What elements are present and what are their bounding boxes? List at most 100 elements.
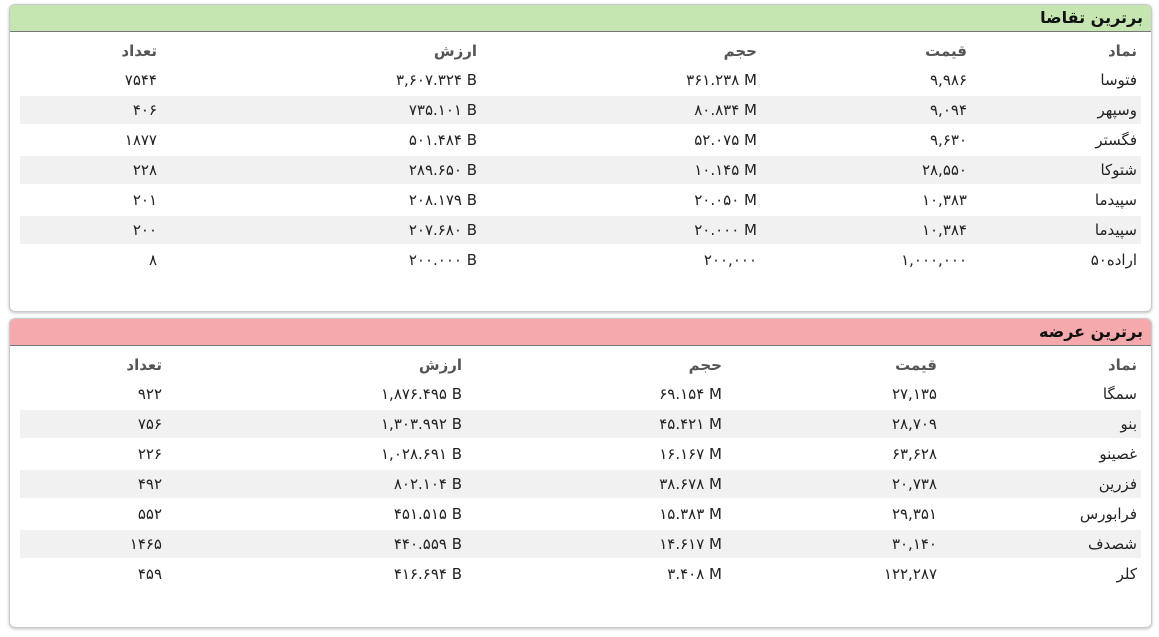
table-cell: فتوسا: [971, 66, 1141, 94]
table-cell: ۱۲۲,۲۸۷: [726, 560, 941, 588]
table-cell: سپیدما: [971, 216, 1141, 244]
cell-value: ۱,۸۷۶.۴۹۵ B: [381, 385, 462, 403]
table-cell: ۲۰۱: [20, 186, 161, 214]
symbol: فتوسا: [1100, 71, 1137, 89]
cell-value: ۴۹۲: [137, 475, 162, 493]
table-cell: ۴۴۰.۵۵۹ B: [166, 530, 466, 558]
table-row: فگستر ۹,۶۳۰ ۵۲.۰۷۵ M ۵۰۱.۴۸۴ B ۱۸۷۷: [20, 126, 1141, 154]
symbol: شصدف: [1088, 535, 1137, 553]
table-cell: ۴۵۱.۵۱۵ B: [166, 500, 466, 528]
table-cell: ۲۰۰,۰۰۰: [481, 246, 761, 274]
table-cell: اراده۵۰: [971, 246, 1141, 274]
table-cell: ۵۲.۰۷۵ M: [481, 126, 761, 154]
cell-value: ۶۹.۱۵۴ M: [659, 385, 722, 403]
table-cell: ۲۸,۵۵۰: [761, 156, 971, 184]
symbol: فگستر: [1095, 131, 1137, 149]
cell-value: ۶۳,۶۲۸: [891, 445, 937, 463]
symbol: سپیدما: [1094, 221, 1137, 239]
table-cell: ۲۰۷.۶۸۰ B: [161, 216, 481, 244]
symbol: فرابورس: [1079, 505, 1137, 523]
cell-value: ۳.۴۰۸ M: [667, 565, 722, 583]
cell-value: ۲۰۰,۰۰۰: [703, 251, 757, 269]
table-header: نماد قیمت حجم ارزش تعداد: [20, 352, 1141, 378]
panel-title: برترین عرضه: [10, 319, 1151, 346]
table-cell: ۸۰۲.۱۰۴ B: [166, 470, 466, 498]
cell-value: ۲۰۷.۶۸۰ B: [408, 221, 477, 239]
cell-value: ۵۲.۰۷۵ M: [694, 131, 757, 149]
cell-value: ۴۵۱.۵۱۵ B: [393, 505, 462, 523]
symbol: کلر: [1116, 565, 1137, 583]
table-cell: ۳۰,۱۴۰: [726, 530, 941, 558]
symbol: سمگا: [1102, 385, 1137, 403]
cell-value: ۴۵.۴۲۱ M: [659, 415, 722, 433]
symbol: سپیدما: [1094, 191, 1137, 209]
table-row: سمگا ۲۷,۱۳۵ ۶۹.۱۵۴ M ۱,۸۷۶.۴۹۵ B ۹۲۲: [20, 380, 1141, 408]
table-cell: ۲۲۸: [20, 156, 161, 184]
table-cell: ۳۸.۶۷۸ M: [466, 470, 726, 498]
column-header: نماد: [1107, 356, 1137, 374]
cell-value: ۱۴۶۵: [129, 535, 162, 553]
cell-value: ۳۸.۶۷۸ M: [659, 475, 722, 493]
cell-value: ۳۰,۱۴۰: [891, 535, 937, 553]
table-cell: ۹۲۲: [20, 380, 166, 408]
table-cell: ۱,۰۲۸.۶۹۱ B: [166, 440, 466, 468]
column-header: ارزش: [418, 356, 462, 374]
table-body: فتوسا ۹,۹۸۶ ۳۶۱.۲۳۸ M ۳,۶۰۷.۳۲۴ B ۷۵۴۴ وسپهر ۹…: [20, 66, 1141, 274]
table-cell: شتوکا: [971, 156, 1141, 184]
table-cell: ۷۵۶: [20, 410, 166, 438]
table-row: بنو ۲۸,۷۰۹ ۴۵.۴۲۱ M ۱,۳۰۳.۹۹۲ B ۷۵۶: [20, 410, 1141, 438]
cell-value: ۵۵۲: [137, 505, 162, 523]
table-row: وسپهر ۹,۰۹۴ ۸۰.۸۳۴ M ۷۳۵.۱۰۱ B ۴۰۶: [20, 96, 1141, 124]
table-row: فتوسا ۹,۹۸۶ ۳۶۱.۲۳۸ M ۳,۶۰۷.۳۲۴ B ۷۵۴۴: [20, 66, 1141, 94]
cell-value: ۲۸۹.۶۵۰ B: [408, 161, 477, 179]
table-cell: فرابورس: [941, 500, 1141, 528]
cell-value: ۲۷,۱۳۵: [891, 385, 937, 403]
cell-value: ۱۶.۱۶۷ M: [659, 445, 722, 463]
cell-value: ۲۸,۷۰۹: [891, 415, 937, 433]
column-header: قیمت: [895, 356, 937, 374]
cell-value: ۴۰۶: [132, 101, 157, 119]
column-header: حجم: [688, 356, 722, 374]
table-cell: ۵۰۱.۴۸۴ B: [161, 126, 481, 154]
table-cell: ۲۲۶: [20, 440, 166, 468]
table-cell: سپیدما: [971, 186, 1141, 214]
table-cell: ۳,۶۰۷.۳۲۴ B: [161, 66, 481, 94]
table-row: شصدف ۳۰,۱۴۰ ۱۴.۶۱۷ M ۴۴۰.۵۵۹ B ۱۴۶۵: [20, 530, 1141, 558]
table-cell: ۷۳۵.۱۰۱ B: [161, 96, 481, 124]
cell-value: ۱۵.۳۸۳ M: [659, 505, 722, 523]
table-cell: ۲۸۹.۶۵۰ B: [161, 156, 481, 184]
table-cell: وسپهر: [971, 96, 1141, 124]
table-cell: ۲۰۰.۰۰۰ B: [161, 246, 481, 274]
table-cell: ۸: [20, 246, 161, 274]
column-header: ارزش: [433, 42, 477, 60]
table-body: سمگا ۲۷,۱۳۵ ۶۹.۱۵۴ M ۱,۸۷۶.۴۹۵ B ۹۲۲ بنو ۲۸,۷۰…: [20, 380, 1141, 588]
table-cell: ۴۹۲: [20, 470, 166, 498]
table-cell: ۱,۸۷۶.۴۹۵ B: [166, 380, 466, 408]
symbol: فزرین: [1098, 475, 1137, 493]
cell-value: ۳۶۱.۲۳۸ M: [686, 71, 757, 89]
symbol: بنو: [1120, 415, 1137, 433]
symbol: اراده۵۰: [1090, 251, 1137, 269]
cell-value: ۱۲۲,۲۸۷: [883, 565, 937, 583]
table-row: شتوکا ۲۸,۵۵۰ ۱۰.۱۴۵ M ۲۸۹.۶۵۰ B ۲۲۸: [20, 156, 1141, 184]
cell-value: ۱۰,۳۸۴: [921, 221, 967, 239]
table-header: نماد قیمت حجم ارزش تعداد: [20, 38, 1141, 64]
cell-value: ۲۰.۰۵۰ M: [694, 191, 757, 209]
cell-value: ۲۹,۳۵۱: [891, 505, 937, 523]
table-cell: ۲۰۸.۱۷۹ B: [161, 186, 481, 214]
table-cell: ۲۰۰: [20, 216, 161, 244]
table-row: فزرین ۲۰,۷۳۸ ۳۸.۶۷۸ M ۸۰۲.۱۰۴ B ۴۹۲: [20, 470, 1141, 498]
table-cell: ۹,۹۸۶: [761, 66, 971, 94]
cell-value: ۷۵۴۴: [124, 71, 157, 89]
table-cell: ۴۵.۴۲۱ M: [466, 410, 726, 438]
cell-value: ۱,۳۰۳.۹۹۲ B: [381, 415, 462, 433]
column-header: تعداد: [121, 42, 157, 60]
table-row: سپیدما ۱۰,۳۸۴ ۲۰.۰۰۰ M ۲۰۷.۶۸۰ B ۲۰۰: [20, 216, 1141, 244]
cell-value: ۲۰۰.۰۰۰ B: [408, 251, 477, 269]
cell-value: ۸۰۲.۱۰۴ B: [393, 475, 462, 493]
cell-value: ۱۰.۱۴۵ M: [694, 161, 757, 179]
cell-value: ۲۸,۵۵۰: [921, 161, 967, 179]
cell-value: ۹۲۲: [137, 385, 162, 403]
table-cell: ۱,۳۰۳.۹۹۲ B: [166, 410, 466, 438]
